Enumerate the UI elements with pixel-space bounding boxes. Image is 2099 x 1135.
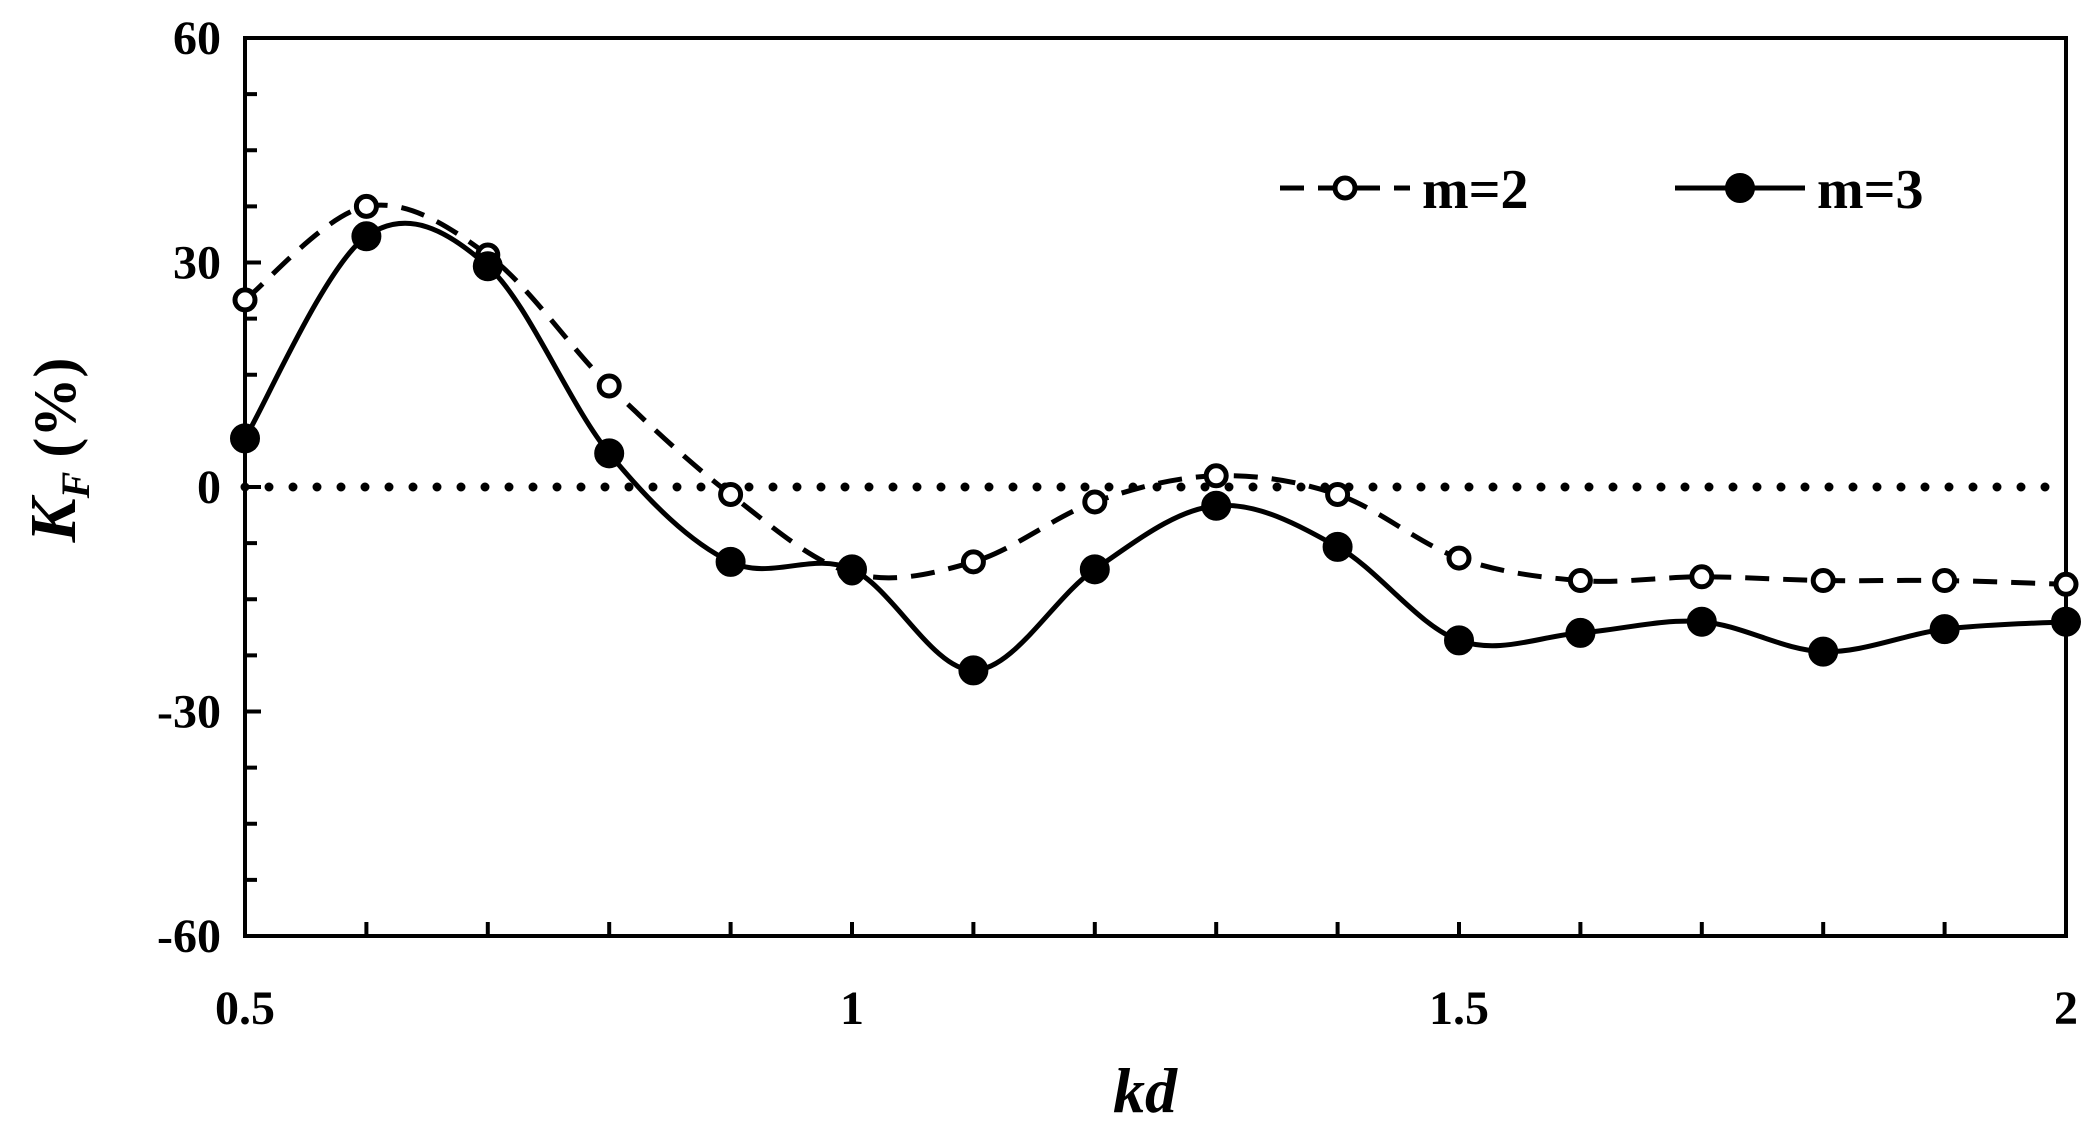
y-tick-label: -60 xyxy=(157,910,221,963)
x-axis-title: kd xyxy=(1113,1055,1178,1126)
data-point-m-2 xyxy=(1325,481,1351,507)
data-point-m-2 xyxy=(1810,568,1836,594)
data-point-m-2 xyxy=(718,481,744,507)
data-point-m-2 xyxy=(1932,568,1958,594)
x-tick-label: 1.5 xyxy=(1429,982,1489,1035)
series-line-m-3 xyxy=(242,220,2067,673)
legend-entry-m-2: m=2 xyxy=(1280,159,1529,221)
y-tick-label: 0 xyxy=(197,461,221,514)
data-point-m-2 xyxy=(1203,463,1229,489)
legend-marker-m-2 xyxy=(1332,175,1358,201)
data-point-m-2 xyxy=(232,287,258,313)
plot-layer xyxy=(240,36,2071,938)
data-point-m-3 xyxy=(1201,490,1232,521)
legend-entry-m-3: m=3 xyxy=(1675,159,1924,221)
data-point-m-3 xyxy=(715,546,746,577)
data-point-m-3 xyxy=(472,251,503,282)
legend-label-m-2: m=2 xyxy=(1422,159,1529,221)
y-axis-title: KF (%) xyxy=(17,358,98,544)
y-tick-label: 30 xyxy=(173,237,221,290)
data-point-m-3 xyxy=(2051,606,2081,637)
data-point-m-3 xyxy=(1929,614,1960,645)
series-layer xyxy=(230,193,2081,686)
data-point-m-2 xyxy=(2053,571,2079,597)
data-point-m-3 xyxy=(958,655,989,686)
data-point-m-2 xyxy=(1082,489,1108,515)
y-tick-label: 60 xyxy=(173,12,221,65)
data-point-m-2 xyxy=(960,549,986,575)
data-point-m-3 xyxy=(1079,554,1110,585)
y-axis-title-base: K xyxy=(17,494,90,543)
data-point-m-3 xyxy=(1444,625,1474,656)
data-point-m-3 xyxy=(230,423,260,454)
series-line-m-2 xyxy=(243,202,2067,587)
data-point-m-2 xyxy=(1446,545,1472,571)
series-m-3 xyxy=(230,220,2081,686)
data-point-m-2 xyxy=(1567,568,1593,594)
data-point-m-3 xyxy=(837,554,867,585)
data-point-m-3 xyxy=(1565,617,1596,648)
x-tick-label: 2 xyxy=(2054,982,2078,1035)
data-point-m-2 xyxy=(1689,564,1715,590)
x-tick-label: 1 xyxy=(840,982,864,1035)
y-axis-title-unit: (%) xyxy=(22,358,88,458)
x-tick-label: 0.5 xyxy=(215,982,275,1035)
data-point-m-2 xyxy=(596,373,622,399)
tick-layer: 60 30 0 -30 -60 0.5 1 1.5 2 xyxy=(157,12,2078,1035)
data-point-m-3 xyxy=(1686,606,1717,637)
data-point-m-3 xyxy=(1322,531,1353,562)
legend: m=2 m=3 xyxy=(1280,159,1924,221)
legend-marker-m-3 xyxy=(1725,173,1755,203)
data-point-m-3 xyxy=(594,438,625,469)
data-point-m-3 xyxy=(351,221,382,252)
data-point-m-2 xyxy=(353,193,379,219)
y-tick-label: -30 xyxy=(157,686,221,739)
series-m-2 xyxy=(232,193,2079,597)
legend-label-m-3: m=3 xyxy=(1817,159,1924,221)
data-point-m-3 xyxy=(1808,636,1839,667)
y-axis-title-subscript: F xyxy=(53,471,98,499)
